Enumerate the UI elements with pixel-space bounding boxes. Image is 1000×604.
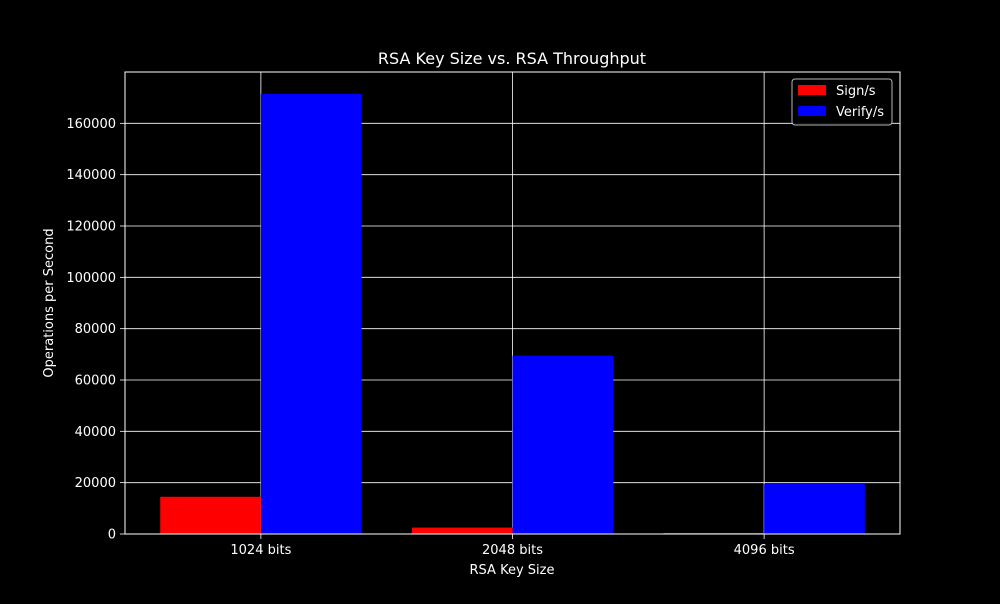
legend-swatch-sign	[798, 85, 826, 95]
y-tick-label: 20000	[75, 476, 116, 491]
legend-swatch-verify	[798, 106, 826, 116]
x-tick-label: 2048 bits	[482, 543, 543, 558]
legend-label-verify: Verify/s	[836, 105, 884, 120]
bar-signs	[663, 532, 765, 534]
legend: Sign/s Verify/s	[791, 78, 893, 126]
y-tick-label: 60000	[75, 374, 116, 389]
y-tick-label: 140000	[66, 168, 116, 183]
y-axis-label: Operations per Second	[42, 228, 57, 377]
x-tick-label: 1024 bits	[230, 543, 291, 558]
y-tick-label: 0	[108, 528, 116, 543]
bar-signs	[411, 527, 513, 534]
y-tick-label: 40000	[75, 425, 116, 440]
x-tick-label: 4096 bits	[734, 543, 795, 558]
bar-verifys	[512, 355, 614, 534]
y-tick-label: 100000	[66, 271, 116, 286]
y-tick-label: 160000	[66, 117, 116, 132]
axes	[120, 71, 901, 539]
chart-title: RSA Key Size vs. RSA Throughput	[378, 49, 646, 68]
x-axis-label: RSA Key Size	[470, 563, 555, 578]
legend-label-sign: Sign/s	[836, 84, 876, 99]
bar-verifys	[764, 483, 865, 534]
y-tick-label: 80000	[75, 322, 116, 337]
bar-verifys	[260, 93, 362, 535]
plot-frame	[124, 71, 901, 535]
bar-signs	[160, 496, 261, 534]
tick-labels: 0 20000 40000 60000 80000 100000 120000 140000 1…	[66, 117, 794, 558]
y-tick-label: 120000	[66, 220, 116, 235]
bars	[160, 93, 865, 535]
